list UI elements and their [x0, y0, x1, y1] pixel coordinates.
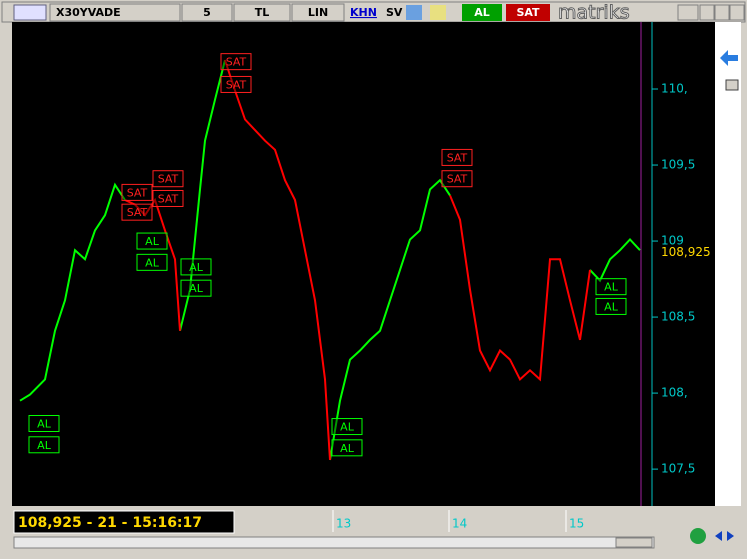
signal-label: SAT [127, 186, 148, 199]
signal-box [136, 253, 168, 271]
y-tick-label: 110, [661, 82, 688, 96]
symbol-box[interactable] [49, 3, 181, 22]
x-tick-label: 15 [569, 517, 584, 531]
signal-label: AL [189, 282, 204, 295]
signal-label: AL [340, 421, 355, 434]
signal-label: SAT [158, 173, 179, 186]
y-tick-label: 108, [661, 386, 688, 400]
scale-box[interactable] [291, 3, 345, 22]
signal-box [595, 278, 627, 296]
signal-box [121, 203, 153, 221]
signal-label: AL [145, 256, 160, 269]
signal-box [220, 53, 252, 71]
signal-label: AL [604, 300, 619, 313]
signal-label: SAT [158, 192, 179, 205]
y-tick-label: 109,5 [661, 158, 695, 172]
y-tick-label: 107,5 [661, 462, 695, 476]
signal-label: SAT [226, 56, 247, 69]
khn[interactable]: KHN [350, 6, 377, 19]
x-tick-label: 13 [336, 517, 351, 531]
icon[interactable] [13, 4, 47, 21]
signal-box [28, 415, 60, 433]
signal-box [152, 170, 184, 188]
scrollbar[interactable] [13, 536, 655, 549]
signal-label: SAT [127, 206, 148, 219]
signal-box [180, 258, 212, 276]
signal-label: AL [189, 261, 204, 274]
symbol: X30YVADE [56, 6, 121, 19]
brand: matriks [558, 2, 630, 24]
maximize-button[interactable] [714, 4, 730, 21]
period: 5 [203, 6, 211, 19]
signal-label: AL [37, 418, 52, 431]
status-box [13, 510, 235, 534]
signal-box [441, 148, 473, 166]
currency: TL [255, 6, 270, 19]
y-tick-label: 108,5 [661, 310, 695, 324]
sv[interactable]: SV [386, 6, 403, 19]
scroll-thumb[interactable] [615, 537, 653, 548]
signal-label: AL [37, 439, 52, 452]
buy-button[interactable] [462, 4, 502, 21]
signal-box [220, 75, 252, 93]
signal-box [121, 183, 153, 201]
icon[interactable] [430, 5, 446, 20]
price-line [19, 59, 641, 461]
signal-label: AL [340, 442, 355, 455]
x-tick-label: 14 [452, 517, 467, 531]
refresh-button[interactable] [690, 528, 706, 544]
signal-label: SAT [226, 78, 247, 91]
currency-box[interactable] [233, 3, 291, 22]
signal-box [441, 170, 473, 188]
signal-label: AL [145, 235, 160, 248]
chart-area [12, 22, 715, 506]
sell-button[interactable] [506, 4, 550, 21]
minimize-button[interactable] [699, 4, 715, 21]
sell: SAT [516, 6, 540, 19]
last-price: 108,925 [661, 245, 711, 259]
icon[interactable] [406, 5, 422, 20]
y-tick-label: 109 [661, 234, 684, 248]
signal-label: AL [604, 281, 619, 294]
signal-box [152, 189, 184, 207]
scale: LIN [308, 6, 328, 19]
period-box[interactable] [181, 3, 233, 22]
side-strip [715, 22, 741, 506]
back-arrow[interactable] [720, 50, 738, 66]
signal-box [595, 297, 627, 315]
close-button[interactable] [729, 4, 745, 21]
scroll-right[interactable] [727, 531, 734, 541]
signal-box [28, 436, 60, 454]
signal-box [136, 232, 168, 250]
signal-box [331, 439, 363, 457]
restore-icon[interactable] [725, 79, 739, 91]
status: 108,925 - 21 - 15:16:17 [18, 515, 202, 531]
signal-label: SAT [447, 151, 468, 164]
signal-box [180, 279, 212, 297]
signal-label: SAT [447, 173, 468, 186]
buy: AL [474, 6, 490, 19]
signal-box [331, 418, 363, 436]
dropdown-button[interactable] [677, 4, 699, 21]
scroll-left[interactable] [715, 531, 722, 541]
